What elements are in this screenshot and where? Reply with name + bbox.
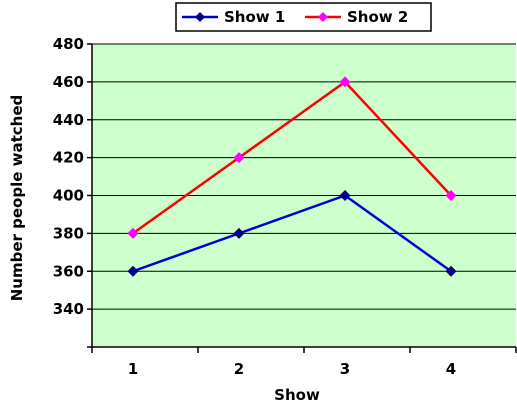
series-lines [132,80,452,273]
y-tick-label: 480 [53,35,84,53]
legend-marker-2 [318,12,328,22]
data-point-series-1 [445,265,457,277]
x-tick-label: 4 [446,360,456,378]
x-axis-ticks: 1 2 3 4 [91,347,517,378]
y-tick-label: 360 [53,262,84,280]
y-tick-label: 440 [53,111,84,129]
y-axis-ticks: 340 360 380 400 420 440 460 480 [53,35,92,348]
y-tick-label: 380 [53,224,84,242]
legend-label-2: Show 2 [347,8,408,26]
y-tick-label: 400 [53,187,84,205]
legend: Show 1 Show 2 [175,2,432,32]
legend-box [175,2,432,32]
y-tick-label: 420 [53,149,84,167]
legend-label-1: Show 1 [224,8,285,26]
series-line-1 [132,194,452,273]
y-tick-label: 460 [53,73,84,91]
x-tick-label: 2 [234,360,244,378]
data-point-series-1 [127,265,139,277]
x-axis-title: Show [274,386,320,404]
x-tick-label: 3 [340,360,350,378]
legend-marker-1 [195,12,205,22]
series-line-2 [132,80,452,235]
data-point-series-1 [233,227,245,239]
x-tick-label: 1 [128,360,138,378]
series-markers [127,76,457,277]
data-point-series-2 [233,152,245,164]
data-point-series-2 [339,76,351,88]
data-point-series-2 [445,190,457,201]
data-point-series-1 [339,190,351,201]
gridlines [92,43,516,310]
data-point-series-2 [127,227,139,239]
y-axis-title: Number people watched [8,95,26,302]
y-tick-label: 340 [53,300,84,318]
